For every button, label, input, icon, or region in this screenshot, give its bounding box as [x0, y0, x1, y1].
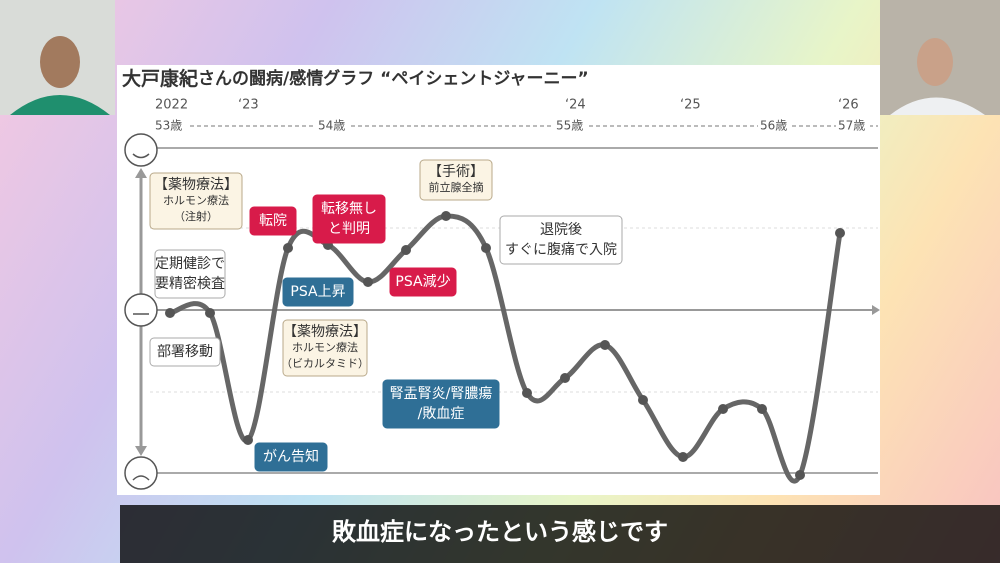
- annotation-box: [249, 206, 297, 236]
- annotation-text: 定期健診で: [155, 256, 225, 272]
- annotation-text: 【薬物療法】: [154, 176, 238, 193]
- age-bg: [836, 117, 870, 135]
- point: [205, 308, 215, 318]
- annotation-box: [499, 215, 623, 265]
- point: [165, 308, 175, 318]
- year-label: ‘25: [680, 98, 701, 113]
- annotation-text: ホルモン療法: [292, 340, 358, 354]
- annotation-text: PSA上昇: [290, 284, 345, 300]
- person-body: [890, 97, 985, 115]
- subtitle-bar: [120, 505, 1000, 563]
- year-label: ‘24: [565, 98, 586, 113]
- annotation-text: 転移無し: [321, 201, 377, 217]
- point: [481, 243, 491, 253]
- annotation-text: 【手術】: [428, 164, 484, 180]
- person: [40, 36, 80, 88]
- annotation-box: [389, 267, 457, 297]
- annotation-text: すぐに腹痛で入院: [505, 241, 617, 258]
- point: [560, 373, 570, 383]
- point: [243, 435, 253, 445]
- annotation-box: [419, 159, 493, 201]
- point: [441, 211, 451, 221]
- arrow: [872, 305, 880, 315]
- year-label: 2022: [155, 98, 188, 113]
- point: [401, 245, 411, 255]
- year-label: ‘23: [238, 98, 259, 113]
- annotation-box: [282, 319, 368, 377]
- annotation-text: （ビカルタミド）: [281, 357, 369, 370]
- age-label: 56歳: [760, 119, 787, 133]
- annotation-text: 部署移動: [157, 344, 213, 360]
- annotation-text: 前立腺全摘: [429, 180, 484, 194]
- annotation-box: [149, 337, 221, 367]
- point: [718, 404, 728, 414]
- annotation-text: PSA減少: [395, 273, 450, 290]
- point: [522, 388, 532, 398]
- annotation-text: がん告知: [263, 448, 319, 465]
- annotation-text: 退院後: [540, 222, 582, 238]
- faces: [124, 133, 158, 490]
- subtitle: 敗血症になったという感じです: [332, 518, 668, 546]
- point: [835, 228, 845, 238]
- annotation-box: [154, 249, 226, 299]
- point: [678, 452, 688, 462]
- age-label: 54歳: [318, 119, 345, 133]
- age-bg: [316, 117, 350, 135]
- age-bg: [758, 117, 792, 135]
- point: [638, 395, 648, 405]
- age-bg: [554, 117, 588, 135]
- age-label: 55歳: [556, 119, 583, 133]
- annotation-text: /敗血症: [418, 406, 465, 422]
- annotation-box: [382, 379, 500, 429]
- point: [795, 470, 805, 480]
- annotation-text: 要精密検査: [155, 276, 225, 292]
- year-label: ‘26: [838, 98, 859, 113]
- age-label: 57歳: [838, 119, 865, 133]
- point: [757, 404, 767, 414]
- annotation-text: ホルモン療法: [163, 193, 229, 207]
- annotation-text: と判明: [328, 221, 370, 237]
- annotation-box: [254, 442, 328, 472]
- annotation-box: [282, 277, 354, 307]
- emotion-curve: [169, 213, 843, 484]
- age-label: 53歳: [155, 119, 182, 133]
- person: [917, 38, 953, 86]
- annotation-text: 腎盂腎炎/腎膿瘍: [390, 385, 493, 402]
- point: [363, 277, 373, 287]
- point: [600, 340, 610, 350]
- age-bg: [153, 117, 187, 135]
- annotation-box: [312, 194, 386, 244]
- annotation-text: 【薬物療法】: [283, 323, 367, 340]
- annotation-box: [149, 172, 243, 230]
- annotation-text: 転院: [259, 213, 287, 229]
- point: [283, 243, 293, 253]
- annotation-text: （注射）: [174, 209, 218, 223]
- person-body: [10, 95, 110, 115]
- slide-title: 大戸康紀さんの闘病/感情グラフ “ペイシェントジャーニー”: [122, 67, 589, 90]
